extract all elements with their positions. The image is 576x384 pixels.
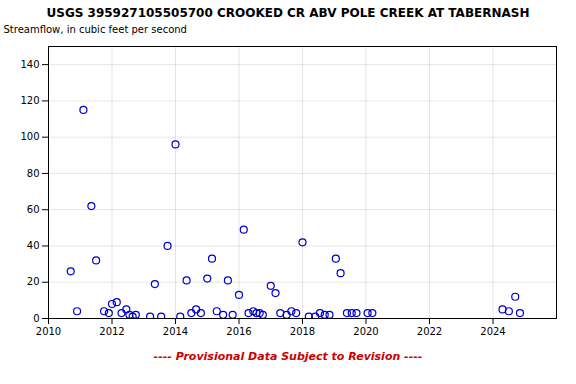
html-text:---- Provisional Data Subject: ---- Provisional Data Subject to Revisio…: [153, 350, 423, 363]
svg-text:2012: 2012: [99, 326, 124, 337]
html-text:USGS 395927105505700 CROOKED C: USGS 395927105505700 CROOKED CR ABV POLE…: [46, 6, 530, 20]
svg-text:2016: 2016: [226, 326, 251, 337]
svg-text:20: 20: [27, 276, 40, 287]
svg-text:40: 40: [27, 240, 40, 251]
svg-text:2022: 2022: [417, 326, 442, 337]
svg-text:120: 120: [20, 95, 39, 106]
svg-text:Streamflow, in cubic feet per: Streamflow, in cubic feet per second: [4, 24, 187, 35]
svg-text:2014: 2014: [163, 326, 188, 337]
svg-text:2020: 2020: [353, 326, 378, 337]
svg-text:2018: 2018: [290, 326, 315, 337]
svg-text:2024: 2024: [480, 326, 505, 337]
svg-text:0: 0: [33, 313, 39, 324]
svg-text:60: 60: [27, 204, 40, 215]
svg-text:100: 100: [20, 131, 39, 142]
svg-text:80: 80: [27, 168, 40, 179]
svg-text:140: 140: [20, 59, 39, 70]
svg-text:2010: 2010: [36, 326, 61, 337]
